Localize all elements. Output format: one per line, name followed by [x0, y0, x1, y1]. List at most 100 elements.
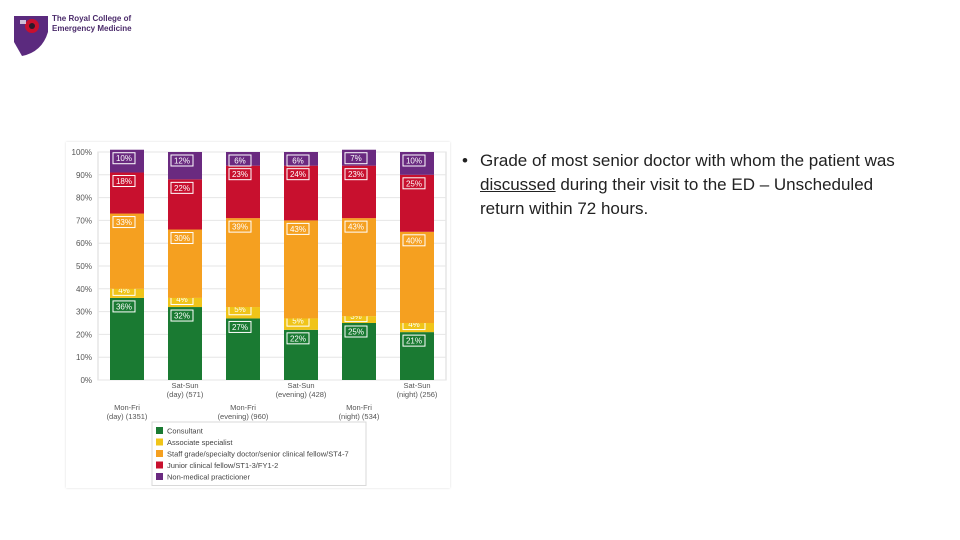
legend-box [151, 421, 367, 486]
x-tick-label: Sat-Sun [287, 381, 314, 390]
bullet-text: Grade of most senior doctor with whom th… [480, 149, 902, 221]
y-tick-label: 40% [76, 285, 92, 294]
stacked-bar-chart-panel: 0% 10% 20% 30% 40% 50% 60% 70% 80% 90% 100% 36% 4% 33… [66, 142, 450, 488]
x-tick-label: (night) (534) [339, 412, 380, 421]
data-label-box [286, 222, 310, 235]
y-tick-label: 10% [76, 353, 92, 362]
logo-line-1: The Royal College of [52, 14, 132, 23]
data-label-box [170, 232, 194, 245]
data-label-box [402, 334, 426, 347]
bullet-point: • Grade of most senior doctor with whom … [462, 149, 902, 221]
data-label: 25% [348, 328, 364, 337]
y-tick-label: 30% [76, 308, 92, 317]
bullet-text-after: during their visit to the ED – Unschedul… [480, 175, 874, 218]
x-tick-label: Sat-Sun [171, 381, 198, 390]
legend-swatch [156, 450, 163, 457]
data-label: 5% [292, 317, 304, 326]
data-label-box [402, 234, 426, 247]
data-label: 12% [174, 157, 190, 166]
data-label-box [112, 175, 136, 188]
legend-swatch [156, 427, 163, 434]
bullet-text-before: Grade of most senior doctor with whom th… [480, 151, 895, 170]
data-label: 10% [406, 157, 422, 166]
legend-label: Staff grade/specialty doctor/senior clin… [167, 450, 349, 459]
data-label: 6% [234, 157, 246, 166]
logo-text: The Royal College of Emergency Medicine [52, 14, 152, 34]
data-label-box [344, 220, 368, 233]
bullet-symbol: • [462, 151, 468, 170]
legend-label: Associate specialist [167, 438, 233, 447]
data-label-box [228, 154, 252, 167]
data-label: 43% [290, 225, 306, 234]
y-tick-label: 60% [76, 239, 92, 248]
data-label-box [402, 154, 426, 167]
data-label-box [228, 220, 252, 233]
data-label-box [228, 320, 252, 333]
data-label: 33% [116, 218, 132, 227]
x-tick-label: Mon-Fri [230, 403, 256, 412]
bar-segment [400, 231, 434, 323]
data-label: 43% [348, 223, 364, 232]
data-label: 18% [116, 177, 132, 186]
data-label: 27% [232, 323, 248, 332]
legend-label: Junior clinical fellow/ST1-3/FY1-2 [167, 461, 278, 470]
bar-segment [284, 220, 318, 319]
data-label: 23% [232, 170, 248, 179]
data-label-box [170, 181, 194, 194]
data-label: 7% [350, 154, 362, 163]
data-label: 4% [176, 295, 188, 304]
data-label: 24% [290, 170, 306, 179]
y-tick-label: 70% [76, 216, 92, 225]
data-label: 4% [408, 320, 420, 329]
x-tick-label: Mon-Fri [346, 403, 372, 412]
data-label-box [402, 177, 426, 190]
x-tick-label: (day) (1351) [107, 412, 148, 421]
x-tick-label: (day) (571) [167, 390, 204, 399]
x-tick-label: Mon-Fri [114, 403, 140, 412]
data-label-box [112, 152, 136, 165]
x-tick-label: Sat-Sun [403, 381, 430, 390]
data-label-box [228, 168, 252, 181]
y-tick-label: 80% [76, 194, 92, 203]
data-label-box [286, 154, 310, 167]
legend-swatch [156, 473, 163, 480]
x-tick-label: (night) (256) [397, 390, 438, 399]
data-label: 22% [290, 334, 306, 343]
stacked-bar-chart: 0% 10% 20% 30% 40% 50% 60% 70% 80% 90% 100% 36% 4% 33… [72, 148, 447, 486]
data-label: 3% [350, 312, 362, 321]
bar-segment [342, 218, 376, 317]
data-label: 22% [174, 184, 190, 193]
data-label-box [344, 168, 368, 181]
data-label-box [170, 154, 194, 167]
college-logo [12, 12, 142, 62]
data-label-box [286, 332, 310, 345]
data-label-box [170, 309, 194, 322]
data-label: 32% [174, 312, 190, 321]
y-tick-label: 50% [76, 262, 92, 271]
y-tick-label: 20% [76, 330, 92, 339]
y-tick-label: 90% [76, 171, 92, 180]
college-crest-icon [14, 16, 48, 56]
x-tick-label: (evening) (960) [218, 412, 269, 421]
x-tick-label: (evening) (428) [276, 390, 327, 399]
data-label-box [344, 152, 368, 165]
data-label: 39% [232, 223, 248, 232]
data-label-box [344, 325, 368, 338]
legend-swatch [156, 461, 163, 469]
data-label-box [112, 300, 136, 313]
data-label: 30% [174, 234, 190, 243]
data-label: 40% [406, 236, 422, 245]
data-label-box [112, 216, 136, 229]
legend-label: Consultant [167, 427, 204, 436]
logo-line-2: Emergency Medicine [52, 24, 132, 33]
bullet-text-underlined: discussed [480, 175, 556, 194]
data-label: 25% [406, 179, 422, 188]
data-label-box [286, 168, 310, 181]
y-tick-label: 0% [80, 376, 92, 385]
data-label: 23% [348, 170, 364, 179]
data-label: 6% [292, 157, 304, 166]
data-label: 5% [234, 305, 246, 314]
y-tick-label: 100% [72, 148, 92, 157]
data-label: 36% [116, 302, 132, 311]
data-label: 4% [118, 286, 130, 295]
